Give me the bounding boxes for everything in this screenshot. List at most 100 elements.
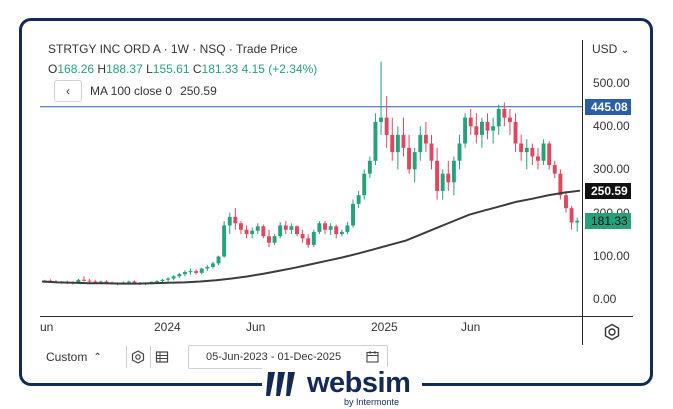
candle-body (250, 230, 255, 235)
candle-body (524, 147, 529, 153)
candle-body (463, 117, 468, 144)
candle-body (485, 121, 490, 131)
settings-gear-icon[interactable] (603, 323, 621, 341)
candle-body (407, 147, 412, 170)
candle-body (507, 117, 512, 122)
candle-body (558, 173, 563, 196)
date-range-picker[interactable]: 05-Jun-2023 - 01-Dec-2025 (188, 345, 388, 369)
candle-body (306, 238, 311, 245)
time-axis-divider (40, 316, 633, 317)
candle-body (199, 268, 204, 273)
low-value: 155.61 (152, 62, 190, 76)
low-label: L (146, 62, 153, 76)
collapse-legend-button[interactable]: ‹ (54, 80, 82, 102)
open-value: 168.26 (57, 62, 95, 76)
price-chart[interactable] (40, 40, 582, 316)
candle-body (390, 134, 395, 153)
x-axis-label: 2024 (154, 320, 181, 334)
candle-body (412, 152, 417, 170)
x-axis-label: Jun (246, 320, 266, 334)
chevron-down-icon: ⌄ (620, 45, 630, 56)
candle-body (244, 229, 249, 235)
candle-body (513, 121, 518, 144)
candle-body (233, 216, 238, 224)
candle-body (188, 271, 193, 273)
candle-body (323, 223, 327, 230)
indicator-label: MA 100 close 0 (90, 84, 173, 98)
candle-body (76, 279, 81, 283)
candle-body (104, 281, 109, 283)
symbol-title: STRTGY INC ORD A · 1W · NSQ · Trade Pric… (48, 42, 298, 56)
candle-body (418, 134, 423, 153)
candle-body (255, 226, 260, 231)
candle-body (435, 160, 440, 191)
candle-body (440, 173, 445, 191)
candle-body (530, 147, 535, 157)
currency-select[interactable]: USD ⌄ (592, 42, 629, 56)
ma-line (41, 189, 581, 285)
candle-body (98, 281, 103, 283)
candle-body (166, 278, 171, 280)
candle-body (362, 173, 367, 196)
range-label: Custom (46, 350, 88, 364)
y-axis-label: 500.00 (593, 76, 630, 91)
candle-body (171, 276, 176, 279)
candle-body (216, 256, 221, 264)
y-axis-label: 100.00 (593, 248, 630, 263)
hline-price-tag: 445.08 (585, 98, 631, 115)
candle-body (536, 156, 540, 161)
candle-body (367, 160, 372, 174)
candle-body (227, 216, 232, 226)
last-price-tag: 181.33 (585, 212, 631, 229)
candle-body (395, 134, 400, 153)
candle-body (339, 231, 344, 235)
candle-body (429, 143, 434, 161)
candle-body (474, 126, 479, 135)
close-label: C (192, 62, 202, 76)
candle-body (384, 117, 389, 135)
x-axis-label: Jun (461, 320, 481, 334)
candle-body (182, 272, 187, 275)
candle-body (373, 121, 378, 161)
candle-body (222, 225, 227, 257)
brand-tagline: by Intermonte (344, 397, 400, 407)
high-value: 188.37 (106, 62, 143, 76)
range-dropdown[interactable]: Custom ⌃ (46, 346, 128, 368)
candle-body (345, 225, 350, 232)
candle-body (238, 223, 243, 230)
candle-body (295, 226, 299, 235)
candle-body (541, 143, 546, 161)
candle-body (82, 279, 86, 281)
candle-body (283, 225, 288, 230)
candle-body (457, 143, 462, 161)
calendar-icon[interactable] (366, 350, 379, 366)
candle-body (423, 134, 428, 144)
candle-body (261, 226, 266, 237)
chart-settings-icon[interactable] (128, 347, 148, 367)
websim-logo: websim by Intermonte (262, 367, 422, 409)
high-label: H (97, 62, 107, 76)
candle-body (93, 281, 98, 283)
indicator-legend: ‹ MA 100 close 0 250.59 (54, 79, 217, 103)
candle-body (272, 236, 277, 243)
price-axis-divider (582, 40, 583, 345)
toolbar-divider (126, 346, 127, 368)
table-view-icon[interactable] (152, 347, 172, 367)
candle-body (519, 143, 524, 153)
candle-body (351, 203, 355, 226)
x-axis-label: 2025 (371, 320, 398, 334)
change-value: 4.15 (+2.34%) (241, 62, 318, 76)
y-axis-label: 0.00 (593, 291, 617, 306)
candle-body (491, 126, 496, 131)
candle-body (401, 134, 406, 148)
candle-body (502, 109, 507, 118)
ma-price-tag: 250.59 (585, 182, 631, 199)
close-value: 181.33 (201, 62, 239, 76)
candle-body (278, 225, 283, 237)
candle-body (569, 208, 574, 223)
candle-body (154, 281, 159, 283)
x-axis-label: un (40, 320, 54, 334)
candle-body (468, 117, 473, 127)
candle-body (87, 280, 92, 282)
candle-body (379, 117, 384, 122)
